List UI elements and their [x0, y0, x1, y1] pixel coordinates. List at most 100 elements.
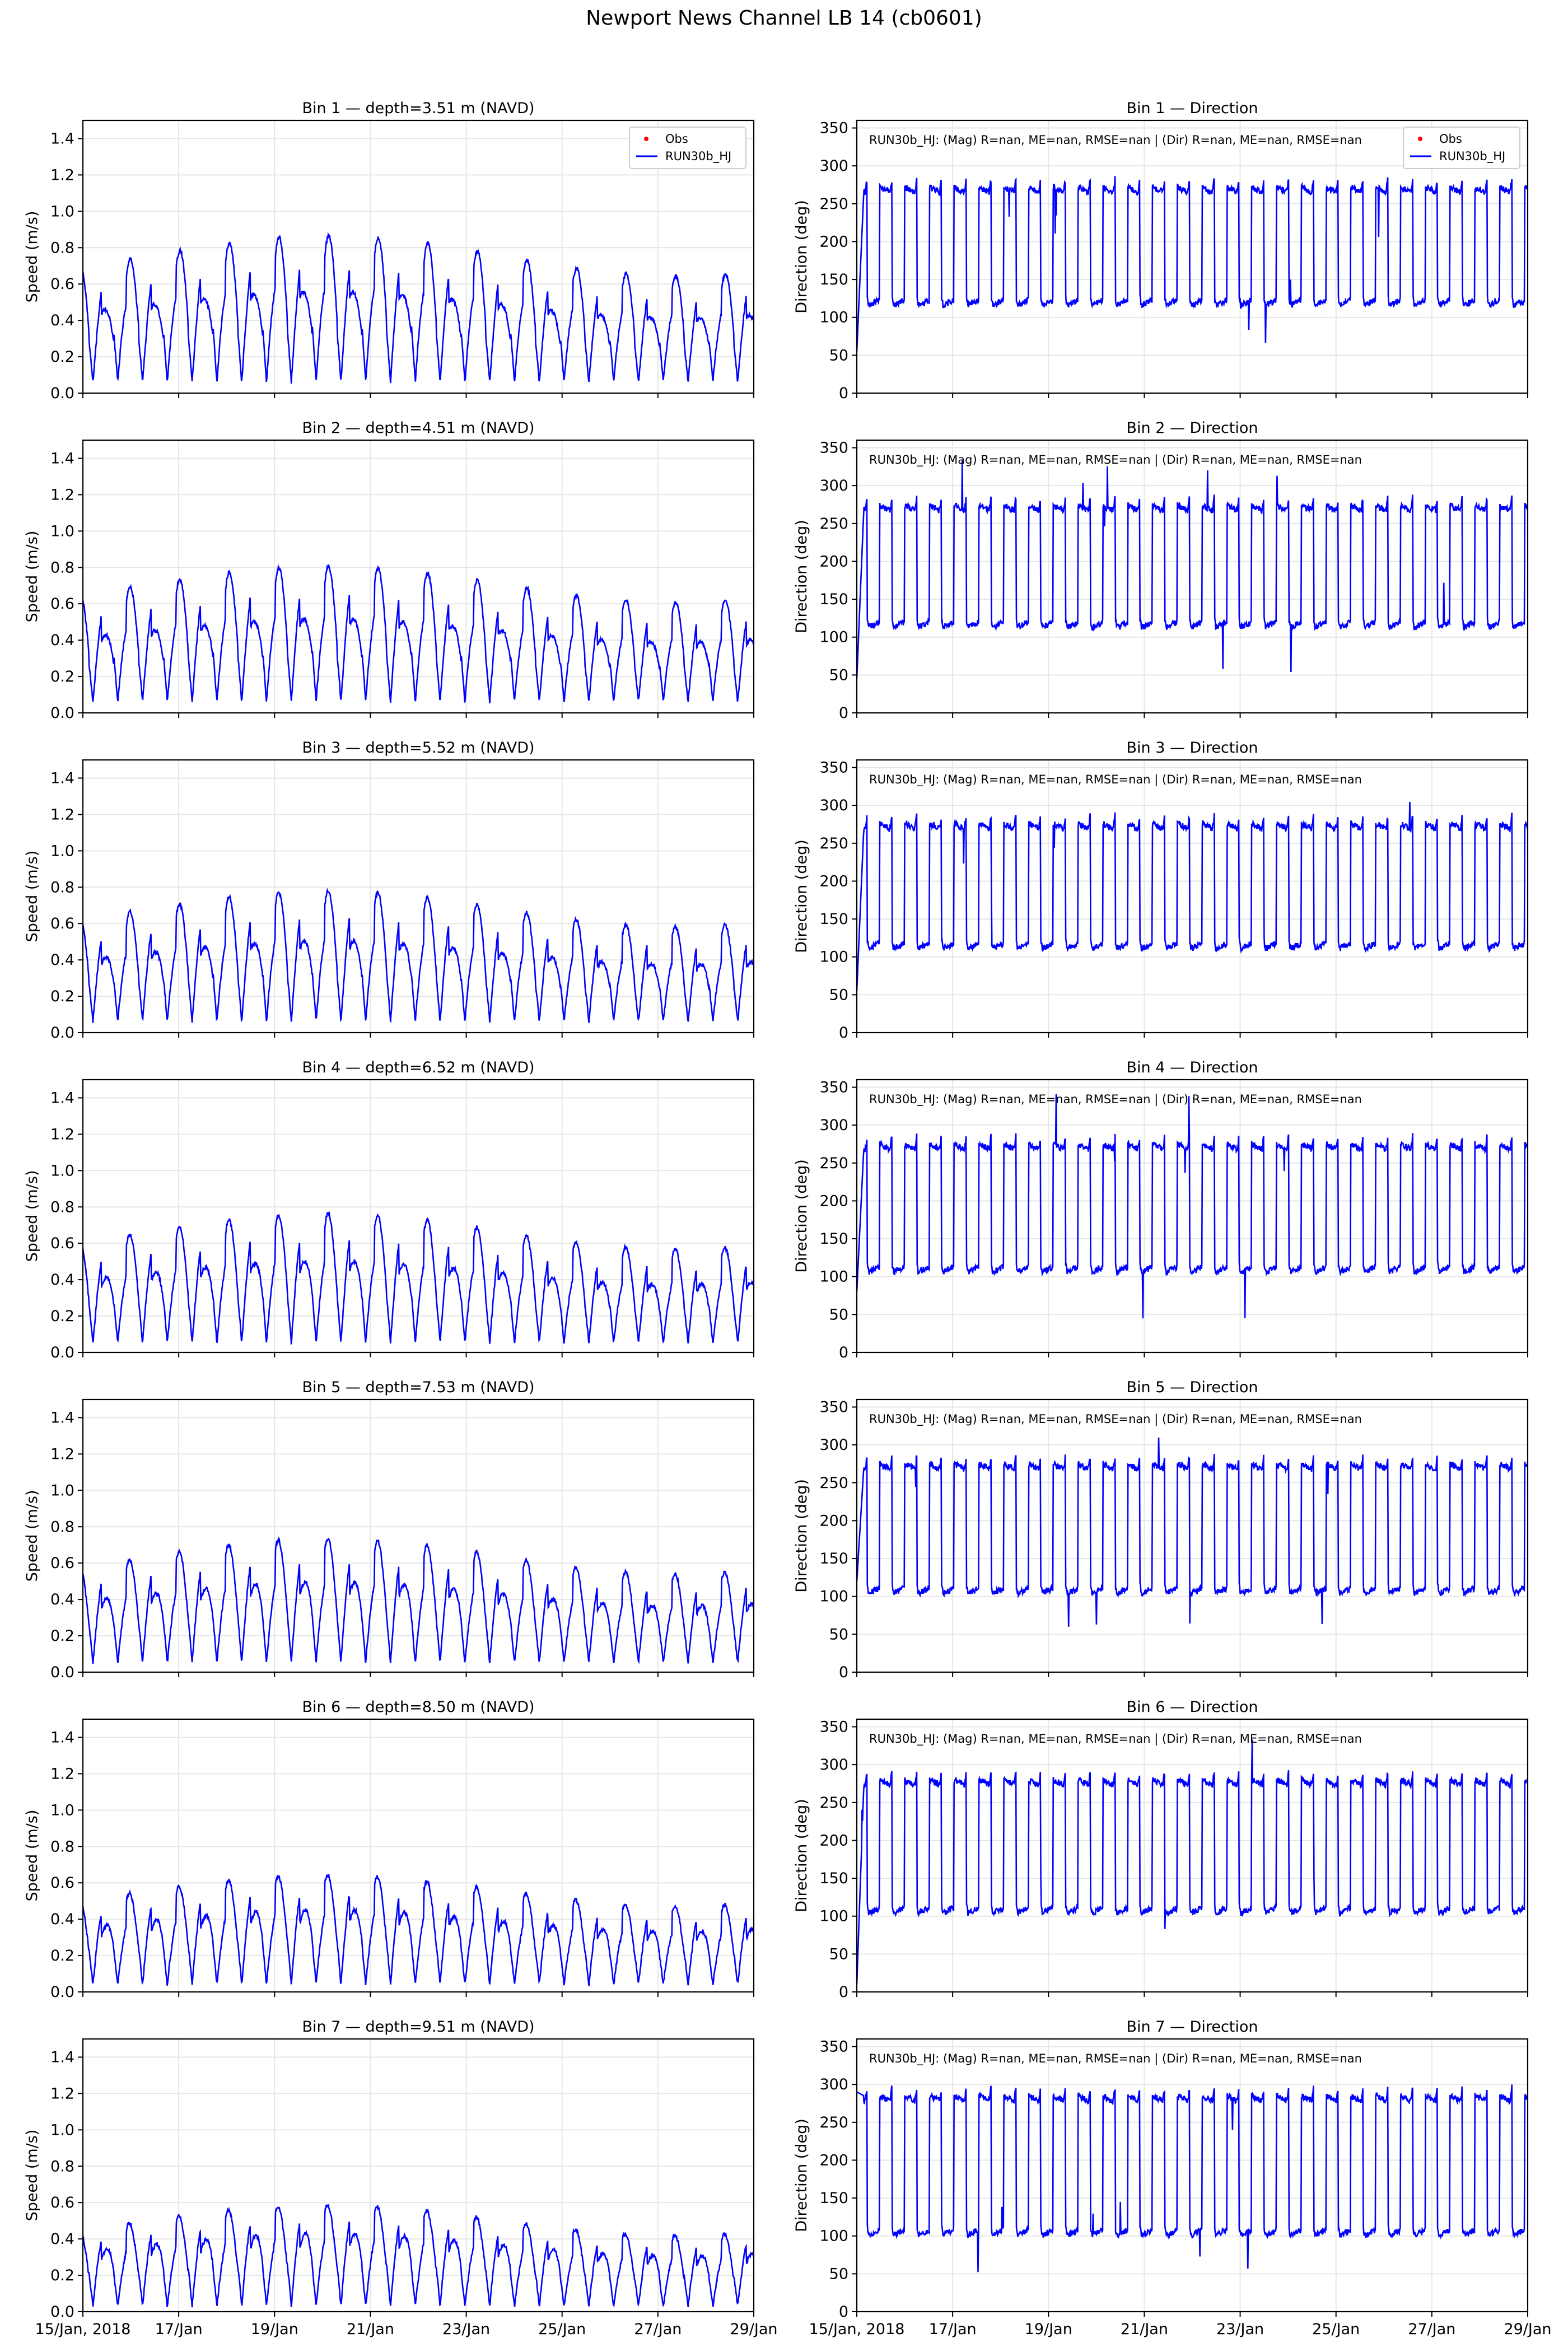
y-tick-label: 50: [829, 1626, 848, 1643]
series-line-run30b-hj: [857, 460, 1528, 679]
y-tick-label: 0.4: [50, 1591, 74, 1608]
y-tick-label: 250: [819, 835, 848, 852]
x-tick-label: 17/Jan: [155, 2321, 203, 2338]
y-tick-label: 0.6: [50, 595, 74, 613]
y-axis-label: Speed (m/s): [24, 1490, 41, 1582]
y-tick-label: 0.8: [50, 559, 74, 576]
plot-frame: [856, 2038, 1529, 2313]
plot-frame: [856, 1079, 1529, 1354]
plot-frame: [82, 1718, 755, 1993]
y-tick-label: 0.0: [50, 385, 74, 402]
panel-title: Bin 7 — depth=9.51 m (NAVD): [302, 2018, 534, 2036]
x-tick-label: 19/Jan: [1025, 2321, 1072, 2338]
panel-title: Bin 4 — Direction: [1126, 1059, 1258, 1076]
legend-label-run30b-hj: RUN30b_HJ: [1439, 150, 1505, 164]
y-tick-label: 0.6: [50, 1235, 74, 1252]
y-tick-label: 150: [819, 1870, 848, 1887]
y-tick-label: 1.2: [50, 1126, 74, 1143]
y-axis-label: Speed (m/s): [24, 2130, 41, 2222]
y-tick-label: 0.4: [50, 312, 74, 329]
series-line-run30b-hj: [857, 801, 1528, 991]
y-tick-label: 300: [819, 477, 848, 494]
series-line-run30b-hj: [83, 887, 754, 1023]
y-tick-label: 1.2: [50, 486, 74, 503]
x-tick-label: 25/Jan: [1312, 2321, 1360, 2338]
y-axis-label: Speed (m/s): [24, 1170, 41, 1262]
y-tick-label: 0: [839, 704, 848, 722]
y-tick-label: 0: [839, 1344, 848, 1361]
panel-title: Bin 3 — depth=5.52 m (NAVD): [302, 739, 534, 757]
y-tick-label: 0: [839, 385, 848, 402]
plot-frame: [856, 439, 1529, 714]
panel-title: Bin 1 — depth=3.51 m (NAVD): [302, 100, 534, 117]
stats-annotation: RUN30b_HJ: (Mag) R=nan, ME=nan, RMSE=nan…: [869, 1412, 1362, 1426]
series-line-run30b-hj: [83, 1211, 754, 1345]
y-tick-label: 1.4: [50, 2048, 74, 2066]
y-tick-label: 0.4: [50, 2230, 74, 2248]
y-tick-label: 100: [819, 309, 848, 326]
y-tick-label: 0.8: [50, 1518, 74, 1536]
y-tick-label: 0: [839, 1024, 848, 1042]
x-tick-label: 23/Jan: [1216, 2321, 1264, 2338]
series-line-run30b-hj: [857, 1438, 1528, 1627]
panel-bin7-direction: 0 50 100 150 200 250 300 350 15/Jan, 2018 17/Jan 1…: [793, 2018, 1552, 2338]
y-tick-label: 0.8: [50, 1198, 74, 1216]
y-tick-label: 0.6: [50, 1874, 74, 1892]
y-tick-label: 1.2: [50, 1765, 74, 1782]
y-tick-label: 100: [819, 1908, 848, 1925]
panel-bin3-speed: 0.0 0.2 0.4 0.6 0.8 1.0 1.2 1.4 Bin 3 — depth=5.…: [24, 739, 755, 1042]
y-tick-label: 0.4: [50, 632, 74, 649]
y-tick-label: 150: [819, 271, 848, 288]
y-tick-label: 300: [819, 1436, 848, 1454]
y-tick-label: 0.6: [50, 2194, 74, 2211]
plot-frame: [82, 1398, 755, 1673]
y-tick-label: 0.2: [50, 1308, 74, 1325]
y-axis-label: Speed (m/s): [24, 211, 41, 303]
y-tick-label: 1.4: [50, 1409, 74, 1426]
y-tick-label: 250: [819, 515, 848, 533]
panel-title: Bin 5 — Direction: [1126, 1379, 1258, 1396]
y-tick-label: 0.8: [50, 239, 74, 256]
panel-title: Bin 3 — Direction: [1126, 739, 1258, 757]
y-tick-label: 1.4: [50, 769, 74, 787]
x-tick-label: 17/Jan: [929, 2321, 977, 2338]
y-tick-label: 100: [819, 629, 848, 646]
y-axis-label: Direction (deg): [793, 1799, 810, 1912]
y-tick-label: 0.0: [50, 1984, 74, 2001]
y-tick-label: 250: [819, 195, 848, 213]
y-tick-label: 0.0: [50, 1024, 74, 1042]
y-tick-label: 1.4: [50, 1089, 74, 1107]
panel-bin7-speed: 0.0 0.2 0.4 0.6 0.8 1.0 1.2 1.4 15/Jan, 2018 17/J…: [24, 2018, 778, 2338]
plot-frame: [856, 1398, 1529, 1673]
panel-bin1-direction: 0 50 100 150 200 250 300 350 Bin 1 — Direction Di…: [793, 100, 1529, 402]
y-tick-label: 0.4: [50, 1911, 74, 1928]
legend: Obs RUN30b_HJ: [1403, 127, 1520, 169]
panel-bin1-speed: 0.0 0.2 0.4 0.6 0.8 1.0 1.2 1.4 Bin 1 — depth=3.…: [24, 100, 755, 402]
panels: 0.0 0.2 0.4 0.6 0.8 1.0 1.2 1.4 Bin 1 — depth=3.…: [24, 100, 1552, 2338]
y-tick-label: 50: [829, 1306, 848, 1323]
panel-bin5-direction: 0 50 100 150 200 250 300 350 Bin 5 — Direction Di…: [793, 1379, 1529, 1681]
y-tick-label: 0: [839, 1664, 848, 1681]
y-axis-label: Direction (deg): [793, 2118, 810, 2232]
y-tick-label: 0.4: [50, 1271, 74, 1289]
panel-title: Bin 1 — Direction: [1126, 100, 1258, 117]
y-tick-label: 1.2: [50, 1445, 74, 1463]
plot-frame: [856, 119, 1529, 394]
y-tick-label: 250: [819, 2114, 848, 2131]
y-tick-label: 250: [819, 1155, 848, 1172]
y-tick-label: 0.6: [50, 915, 74, 932]
y-tick-label: 0.2: [50, 348, 74, 366]
y-tick-label: 50: [829, 347, 848, 364]
y-tick-label: 0.8: [50, 879, 74, 896]
y-tick-label: 1.4: [50, 130, 74, 147]
figure-title: Newport News Channel LB 14 (cb0601): [586, 7, 982, 30]
y-axis-label: Direction (deg): [793, 1159, 810, 1273]
stats-annotation: RUN30b_HJ: (Mag) R=nan, ME=nan, RMSE=nan…: [869, 2052, 1362, 2066]
x-tick-label: 15/Jan, 2018: [809, 2321, 905, 2338]
x-tick-label: 19/Jan: [251, 2321, 298, 2338]
y-tick-label: 150: [819, 591, 848, 608]
plot-frame: [82, 1079, 755, 1354]
y-tick-label: 100: [819, 2228, 848, 2245]
x-tick-label: 15/Jan, 2018: [35, 2321, 131, 2338]
